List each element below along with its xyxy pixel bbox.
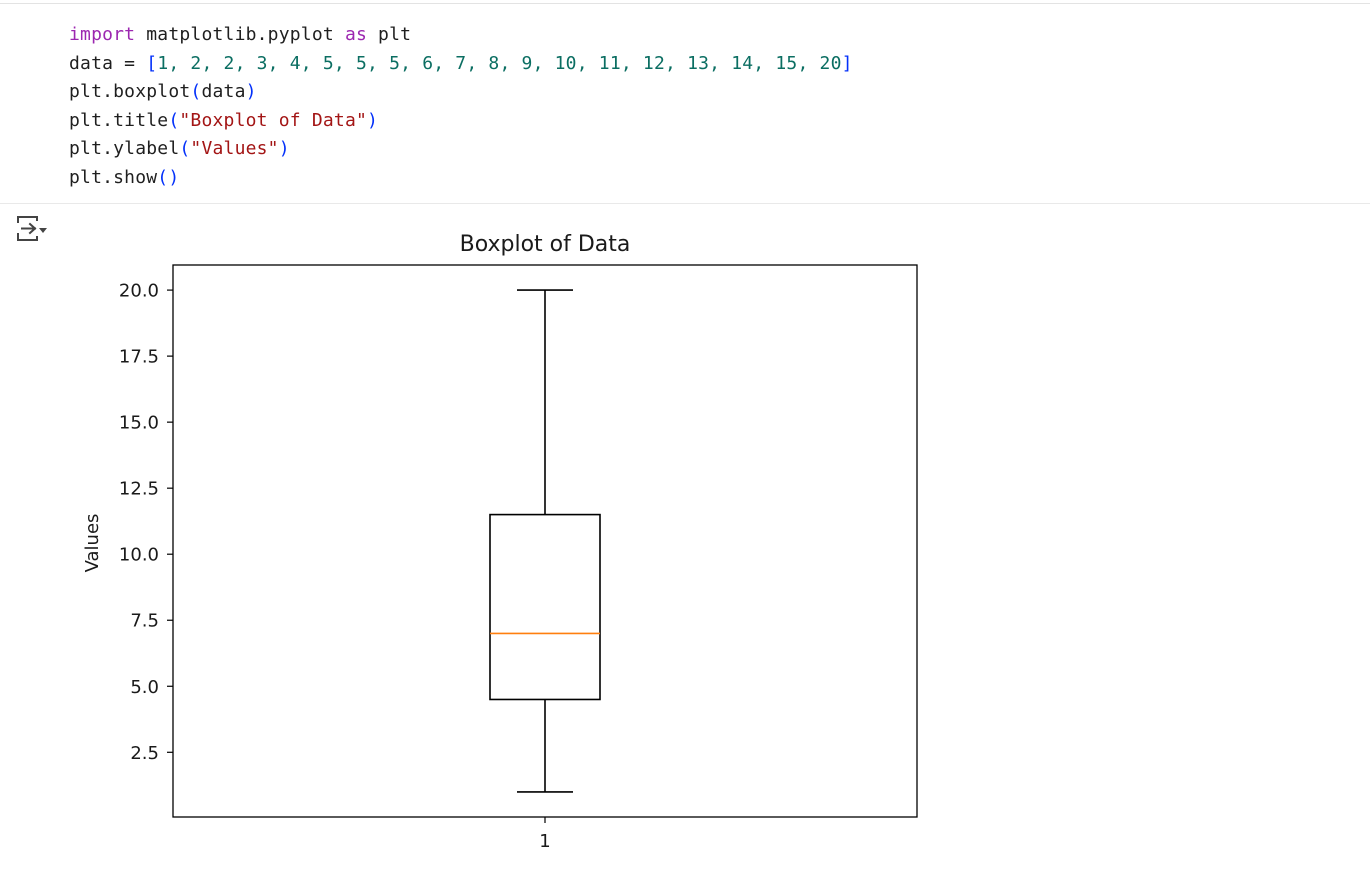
- code-line: import matplotlib.pyplot as plt: [69, 21, 853, 50]
- code-token: [: [146, 52, 158, 74]
- code-token: plt: [367, 24, 412, 45]
- code-token: plt.boxplot: [69, 81, 191, 103]
- y-axis-label: Values: [82, 514, 103, 573]
- output-toggle-icon: [17, 216, 47, 241]
- y-tick-label: 7.5: [130, 611, 159, 632]
- code-token: plt.ylabel: [69, 138, 180, 160]
- code-token: (: [168, 109, 180, 131]
- chart-title: Boxplot of Data: [460, 232, 631, 257]
- y-tick-label: 15.0: [119, 413, 159, 434]
- code-token: plt.title: [69, 109, 169, 131]
- code-token: matplotlib.pyplot: [135, 24, 345, 45]
- code-line: plt.boxplot(data): [69, 78, 853, 107]
- code-token: import: [69, 24, 136, 45]
- y-tick-label: 2.5: [130, 743, 159, 764]
- code-token: ): [245, 81, 257, 103]
- box-series: [489, 289, 601, 793]
- y-tick-label: 5.0: [130, 677, 159, 698]
- code-cell[interactable]: import matplotlib.pyplot as plt data = [1…: [0, 3, 1370, 204]
- y-tick-label: 17.5: [119, 347, 159, 368]
- box-iqr: [489, 513, 601, 701]
- code-token: (: [179, 138, 191, 160]
- code-token: as: [344, 24, 368, 45]
- y-axis: 2.5 5.0 7.5 10.0 12.5 15.0 17.5 20.0: [119, 281, 173, 764]
- code-token: "Boxplot of Data": [179, 109, 368, 131]
- code-editor[interactable]: import matplotlib.pyplot as plt data = [1…: [69, 21, 853, 193]
- y-tick-label: 10.0: [119, 545, 159, 566]
- x-axis: 1: [539, 817, 551, 852]
- code-token: "Values": [190, 138, 279, 160]
- code-line: plt.show(): [69, 164, 853, 193]
- code-token: ): [367, 109, 379, 131]
- code-token: ): [278, 138, 290, 160]
- x-tick-label: 1: [539, 831, 550, 852]
- boxplot-chart: Boxplot of Data Values 2.55.07.510.012.5…: [82, 232, 918, 852]
- code-token: data =: [69, 52, 147, 74]
- code-token: data: [201, 81, 246, 103]
- code-token: (): [157, 166, 180, 188]
- code-line: plt.title("Boxplot of Data"): [69, 107, 853, 136]
- y-tick-label: 20.0: [119, 281, 159, 302]
- code-token: 1, 2, 2, 3, 4, 5, 5, 5, 6, 7, 8, 9, 10, …: [157, 52, 842, 74]
- code-token: ]: [841, 52, 853, 74]
- code-line: data = [1, 2, 2, 3, 4, 5, 5, 5, 6, 7, 8,…: [69, 50, 853, 79]
- output-toggle-button[interactable]: [15, 214, 49, 244]
- code-token: plt.show: [69, 166, 158, 188]
- code-token: (: [190, 81, 202, 103]
- code-line: plt.ylabel("Values"): [69, 135, 853, 164]
- y-tick-label: 12.5: [119, 479, 159, 500]
